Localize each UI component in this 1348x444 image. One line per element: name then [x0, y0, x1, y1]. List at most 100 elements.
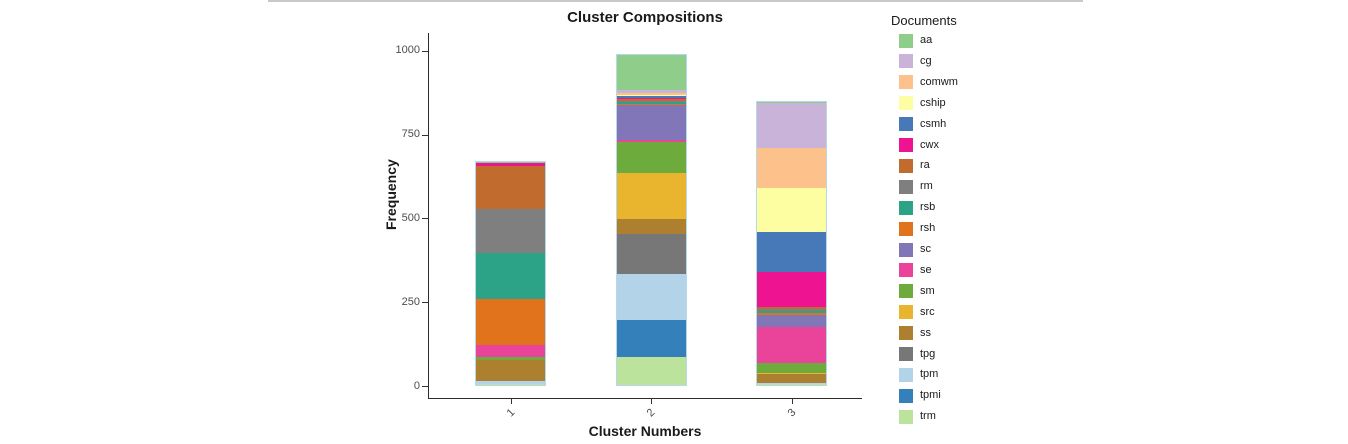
legend-item: src: [899, 305, 935, 320]
x-tick: [651, 398, 652, 404]
bar-segment-tpmi: [616, 320, 686, 357]
bar-segment-cg: [616, 90, 686, 94]
bar-segment-rm: [476, 209, 545, 254]
y-tick: [422, 50, 428, 52]
legend-item: csmh: [899, 117, 946, 132]
y-tick: [422, 134, 428, 136]
bar: [615, 54, 687, 386]
legend-item-label: tpmi: [920, 389, 941, 402]
top-border-line: [268, 0, 1083, 2]
x-tick: [791, 398, 793, 404]
bar-segment-rm: [757, 309, 826, 312]
y-tick-label: 500: [401, 211, 420, 224]
bar-segment-src: [616, 173, 686, 220]
bar-segment-aa: [757, 102, 826, 104]
y-tick-label: 0: [413, 379, 420, 392]
legend-swatch-rsh: [899, 221, 913, 236]
legend-item: cg: [899, 54, 932, 69]
legend-item: aa: [899, 33, 932, 48]
x-tick-label: 1: [504, 406, 517, 420]
legend-swatch-sm: [899, 284, 913, 299]
legend-item-label: sm: [920, 284, 935, 297]
bar-segment-cg: [757, 103, 826, 148]
legend-swatch-rsb: [899, 200, 913, 215]
bar-segment-se: [476, 344, 545, 357]
x-tick-label: 2: [644, 406, 658, 420]
bar-segment-csmh: [757, 231, 826, 272]
legend-swatch-cwx: [899, 138, 913, 152]
bar-segment-aa: [616, 55, 686, 91]
y-tick: [422, 386, 428, 387]
bar-segment-aa: [476, 161, 545, 164]
bar-segment-sm: [476, 356, 545, 360]
legend-swatch-ss: [899, 326, 913, 341]
bar-segment-sc: [616, 105, 686, 140]
bar-segment-se: [616, 139, 686, 142]
legend-item-label: comwm: [920, 75, 958, 88]
bar-segment-sm: [757, 363, 826, 374]
y-tick: [422, 302, 428, 304]
y-tick-label: 250: [401, 295, 420, 308]
bar-segment-csmh: [616, 96, 686, 98]
legend-swatch-se: [899, 263, 913, 278]
legend-item: ra: [899, 158, 930, 173]
legend-swatch-trm: [899, 409, 913, 424]
legend-item: rsh: [899, 221, 935, 236]
legend-item: tpmi: [899, 388, 941, 403]
bar-segment-cwx: [476, 163, 545, 166]
legend-item-label: aa: [920, 34, 933, 46]
legend-item: rsb: [899, 200, 935, 215]
bar-segment-tpm: [616, 273, 686, 321]
bar-segment-ss: [757, 374, 826, 383]
bar-segment-tpm: [757, 382, 826, 385]
bar-segment-comwm: [616, 93, 686, 96]
bar-segment-rm: [616, 100, 686, 103]
bar-segment-sm: [616, 141, 686, 174]
bar-segment-sc: [757, 315, 826, 327]
legend-item: se: [899, 263, 932, 278]
bar-segment-ra: [616, 99, 686, 101]
legend-item-label: src: [920, 305, 935, 318]
legend-item-label: csmh: [920, 117, 947, 130]
bar-segment-cship: [616, 95, 686, 97]
legend-swatch-sc: [899, 242, 913, 257]
bar-segment-ss: [476, 359, 545, 382]
x-tick: [510, 398, 512, 404]
legend-item: sm: [899, 284, 935, 299]
legend-item-label: tpg: [920, 347, 936, 360]
legend-item: cwx: [899, 138, 939, 153]
legend-item: tpg: [899, 347, 935, 362]
bar-segment-rsb: [616, 102, 686, 104]
legend-item-label: sc: [920, 243, 931, 255]
bar-segment-rsb: [476, 253, 545, 299]
legend-swatch-cg: [899, 54, 913, 69]
legend-item-label: cwx: [920, 138, 939, 151]
y-axis-line: [428, 33, 429, 399]
x-tick-label: 3: [785, 406, 798, 420]
legend-item-label: rsb: [920, 201, 936, 214]
bar-segment-ss: [616, 219, 686, 235]
legend-item-label: tpm: [920, 368, 939, 381]
legend-swatch-src: [899, 305, 913, 320]
legend-swatch-ra: [899, 158, 913, 173]
bar-segment-cship: [757, 188, 826, 232]
legend-swatch-tpm: [899, 367, 913, 382]
legend-swatch-aa: [899, 33, 913, 48]
y-tick: [422, 218, 428, 220]
legend-item-label: cg: [920, 54, 932, 67]
legend-item-label: ss: [920, 326, 931, 339]
bar-segment-tpm: [476, 381, 545, 384]
bar-segment-tpg: [616, 234, 686, 274]
legend-item: tpm: [899, 367, 938, 382]
bar: [756, 101, 827, 386]
bar-segment-cwx: [616, 97, 686, 100]
bar-segment-rsb: [757, 311, 826, 314]
x-axis-line: [428, 398, 862, 399]
legend-item-label: cship: [920, 96, 946, 109]
legend-item-label: rm: [920, 180, 933, 193]
bar-segment-rsh: [476, 298, 545, 345]
bar-segment-comwm: [757, 147, 826, 189]
legend-item-label: se: [920, 263, 932, 276]
bar-segment-ra: [476, 165, 545, 210]
